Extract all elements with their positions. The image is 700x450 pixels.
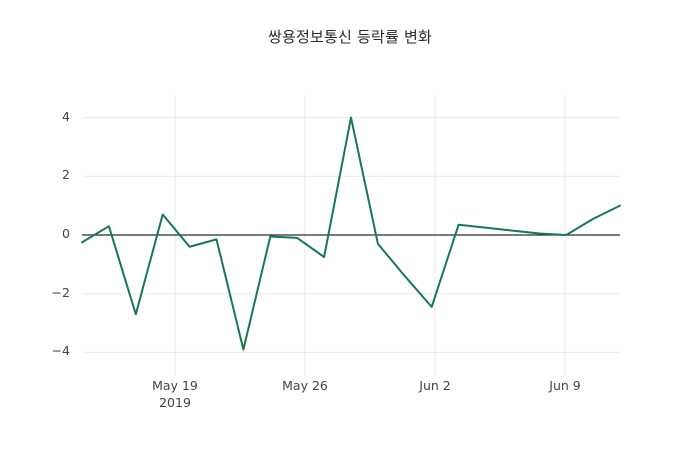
y-tick-label: −2	[51, 284, 70, 300]
y-tick-label: 4	[62, 108, 70, 124]
y-tick-label: 0	[62, 226, 70, 241]
y-tick-label: −4	[51, 343, 70, 359]
x-tick-label: May 26	[245, 378, 365, 393]
x-tick-label: Jun 2	[375, 378, 495, 393]
x-tick-label: May 19 2019	[115, 378, 235, 410]
chart-title: 쌍용정보통신 등락률 변화	[268, 28, 432, 46]
x-tick-label-text: Jun 2	[419, 378, 451, 393]
x-tick-label-text: Jun 9	[549, 378, 581, 393]
x-tick-label-text: May 19	[152, 378, 198, 393]
x-tick-label: Jun 9	[505, 378, 625, 393]
x-tick-label-text: May 26	[282, 378, 328, 393]
y-tick-label: 2	[62, 167, 70, 183]
x-tick-sublabel-text: 2019	[159, 395, 191, 410]
data-series-line	[81, 116, 621, 351]
